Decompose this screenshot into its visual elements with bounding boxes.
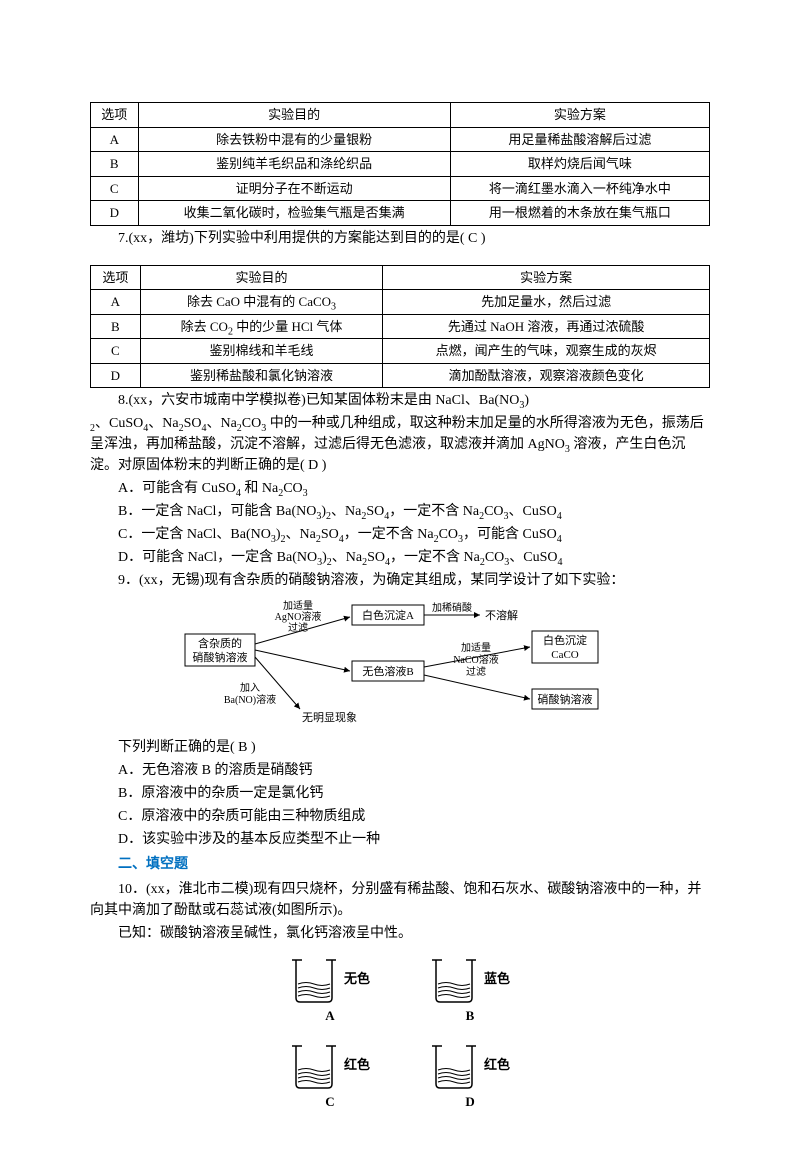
table-row: D 鉴别稀盐酸和氯化钠溶液 滴加酚酞溶液，观察溶液颜色变化 (91, 363, 710, 388)
flowchart: 含杂质的 硝酸钠溶液 加适量 AgNO3溶液 过滤 白色沉淀A 加稀硝酸 不溶解… (90, 599, 710, 729)
beaker-a: 无色 A (290, 954, 370, 1026)
q10-note: 已知：碳酸钠溶液呈碱性，氯化钙溶液呈中性。 (90, 923, 710, 944)
flowchart-svg: 含杂质的 硝酸钠溶液 加适量 AgNO3溶液 过滤 白色沉淀A 加稀硝酸 不溶解… (180, 599, 620, 729)
q9-prompt: 下列判断正确的是( B ) (90, 737, 710, 758)
svg-text:硝酸钠溶液: 硝酸钠溶液 (193, 650, 248, 664)
table-2: 选项 实验目的 实验方案 A 除去 CaO 中混有的 CaCO3 先加足量水，然… (90, 265, 710, 389)
table-1: 选项 实验目的 实验方案 A 除去铁粉中混有的少量银粉 用足量稀盐酸溶解后过滤 … (90, 102, 710, 226)
beaker-d-label: 红色 (484, 1055, 510, 1075)
q8-cont: 2、CuSO4、Na2SO4、Na2CO3 中的一种或几种组成，取这种粉末加足量… (90, 413, 710, 476)
beaker-icon (290, 1040, 338, 1090)
table-row: B 鉴别纯羊毛织品和涤纶织品 取样灼烧后闻气味 (91, 152, 710, 177)
q8-lead-span: 8.(xx，六安市城南中学模拟卷)已知某固体粉末是由 NaCl、Ba(NO3) (118, 393, 529, 408)
beaker-icon (430, 954, 478, 1004)
svg-text:硝酸钠溶液: 硝酸钠溶液 (538, 692, 593, 706)
svg-text:不溶解: 不溶解 (485, 608, 518, 622)
beaker-b: 蓝色 B (430, 954, 510, 1026)
t1-h2: 实验方案 (450, 103, 709, 128)
beaker-c-name: C (325, 1092, 334, 1112)
t1-h1: 实验目的 (138, 103, 450, 128)
q9-lead: 9．(xx，无锡)现有含杂质的硝酸钠溶液，为确定其组成，某同学设计了如下实验： (90, 570, 710, 591)
beaker-a-label: 无色 (344, 969, 370, 989)
t2r0c1: 除去 CaO 中混有的 CaCO3 (140, 290, 383, 315)
q9-opt-d: D．该实验中涉及的基本反应类型不止一种 (90, 829, 710, 850)
t1-h0: 选项 (91, 103, 139, 128)
section-2-title: 二、填空题 (90, 854, 710, 875)
table-row: A 除去铁粉中混有的少量银粉 用足量稀盐酸溶解后过滤 (91, 127, 710, 152)
svg-text:加稀硝酸: 加稀硝酸 (432, 601, 472, 614)
svg-text:白色沉淀A: 白色沉淀A (362, 608, 414, 622)
q8-lead: 8.(xx，六安市城南中学模拟卷)已知某固体粉末是由 NaCl、Ba(NO3) (90, 390, 710, 411)
svg-text:含杂质的: 含杂质的 (198, 636, 242, 650)
svg-text:无明显现象: 无明显现象 (302, 711, 357, 724)
svg-text:加适量: 加适量 (283, 600, 313, 612)
beaker-c: 红色 C (290, 1040, 370, 1112)
beaker-icon (290, 954, 338, 1004)
svg-text:白色沉淀: 白色沉淀 (543, 633, 587, 647)
t2r1c1: 除去 CO2 中的少量 HCl 气体 (140, 314, 383, 339)
table-row: A 除去 CaO 中混有的 CaCO3 先加足量水，然后过滤 (91, 290, 710, 315)
q7-text: 7.(xx，潍坊)下列实验中利用提供的方案能达到目的的是( C ) (90, 228, 710, 249)
q8-opt-a: A．可能含有 CuSO4 和 Na2CO3 (90, 478, 710, 499)
svg-text:无色溶液B: 无色溶液B (362, 664, 413, 678)
fc-na2co3: Na2CO3溶液 (453, 653, 499, 666)
q8-opt-d: D．可能含 NaCl，一定含 Ba(NO3)2、Na2SO4，一定不含 Na2C… (90, 547, 710, 568)
beaker-d-name: D (465, 1092, 474, 1112)
table-row: D 收集二氧化碳时，检验集气瓶是否集满 用一根燃着的木条放在集气瓶口 (91, 201, 710, 226)
svg-text:加入: 加入 (240, 682, 260, 694)
q9-opt-b: B．原溶液中的杂质一定是氯化钙 (90, 783, 710, 804)
svg-text:过滤: 过滤 (466, 665, 486, 678)
fc-bano3: Ba(NO3)2溶液 (224, 693, 276, 706)
beaker-b-label: 蓝色 (484, 969, 510, 989)
beaker-c-label: 红色 (344, 1055, 370, 1075)
fc-agno3: AgNO3溶液 (275, 610, 322, 623)
beaker-figure: 无色 A 蓝色 B (90, 954, 710, 1111)
svg-text:加适量: 加适量 (461, 642, 491, 654)
beaker-icon (430, 1040, 478, 1090)
fc-caco3: CaCO3 (551, 649, 579, 661)
table-row: C 证明分子在不断运动 将一滴红墨水滴入一杯纯净水中 (91, 176, 710, 201)
q9-opt-c: C．原溶液中的杂质可能由三种物质组成 (90, 806, 710, 827)
table-row: B 除去 CO2 中的少量 HCl 气体 先通过 NaOH 溶液，再通过浓硫酸 (91, 314, 710, 339)
q8-opt-c: C．一定含 NaCl、Ba(NO3)2、Na2SO4，一定不含 Na2CO3，可… (90, 524, 710, 545)
beaker-a-name: A (325, 1006, 334, 1026)
q8-opt-b: B．一定含 NaCl，可能含 Ba(NO3)2、Na2SO4，一定不含 Na2C… (90, 501, 710, 522)
svg-text:过滤: 过滤 (288, 621, 308, 634)
beaker-b-name: B (466, 1006, 475, 1026)
q9-opt-a: A．无色溶液 B 的溶质是硝酸钙 (90, 760, 710, 781)
table-row: C 鉴别棉线和羊毛线 点燃，闻产生的气味，观察生成的灰烬 (91, 339, 710, 364)
beaker-d: 红色 D (430, 1040, 510, 1112)
q10-lead: 10．(xx，淮北市二模)现有四只烧杯，分别盛有稀盐酸、饱和石灰水、碳酸钠溶液中… (90, 879, 710, 921)
